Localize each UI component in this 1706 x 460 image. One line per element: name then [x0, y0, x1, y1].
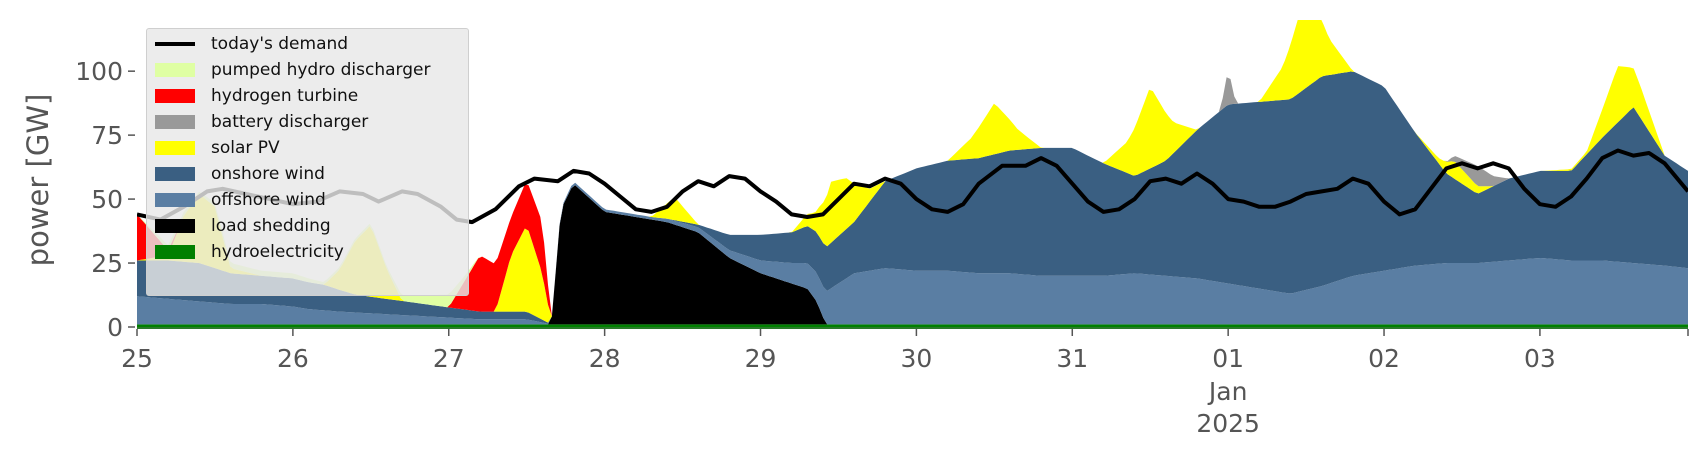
legend-swatch-pumped-hydro — [155, 63, 195, 77]
x-tick-label: 28 — [589, 344, 621, 373]
legend-label: solar PV — [211, 138, 280, 158]
x-tick-label: 03 — [1524, 344, 1556, 373]
legend-label: hydroelectricity — [211, 242, 344, 262]
legend-label: offshore wind — [211, 190, 326, 210]
x-tick-label: 26 — [277, 344, 309, 373]
y-tick-label: 25 — [91, 249, 123, 278]
y-tick-label: 0 — [107, 313, 123, 342]
y-axis-label: power [GW] — [21, 93, 55, 267]
legend-swatch-hydroelectricity — [155, 245, 195, 259]
legend-label: onshore wind — [211, 164, 325, 184]
x-tick-label: 02 — [1368, 344, 1400, 373]
legend-item-offshore: offshore wind — [155, 189, 326, 211]
legend-swatch-solar — [155, 141, 195, 155]
y-axis: 0 25 50 75 100 — [75, 57, 135, 342]
legend-swatch-battery — [155, 115, 195, 129]
x-tick-year-label: 2025 — [1196, 409, 1260, 438]
legend-item-pumped-hydro: pumped hydro discharger — [155, 59, 430, 81]
legend-label: load shedding — [211, 216, 331, 236]
legend-label: today's demand — [211, 34, 349, 54]
x-tick-label: 31 — [1056, 344, 1088, 373]
legend-swatch-hydrogen-turbine — [155, 89, 195, 103]
legend-item-demand: today's demand — [155, 33, 348, 55]
x-tick-label: 01 — [1212, 344, 1244, 373]
x-axis: 25 26 27 28 29 30 31 01 Jan 2025 02 03 — [121, 327, 1689, 438]
x-tick-label: 27 — [433, 344, 465, 373]
area-hydroelectricity — [137, 324, 1688, 327]
legend-swatch-load-shedding — [155, 219, 195, 233]
x-tick-label: 30 — [900, 344, 932, 373]
x-tick-label: 25 — [121, 344, 153, 373]
y-tick-label: 50 — [91, 185, 123, 214]
legend-swatch-onshore — [155, 167, 195, 181]
legend-item-hydrogen-turbine: hydrogen turbine — [155, 85, 358, 107]
area-offshore-wind — [137, 182, 1688, 325]
area-solar-pv — [137, 20, 1688, 323]
y-tick-label: 75 — [91, 121, 123, 150]
legend-label: hydrogen turbine — [211, 86, 359, 106]
legend-label: pumped hydro discharger — [211, 60, 431, 80]
legend-swatch-offshore — [155, 193, 195, 207]
legend-item-hydroelectricity: hydroelectricity — [155, 241, 344, 263]
legend-item-load-shedding: load shedding — [155, 215, 331, 237]
legend-label: battery discharger — [211, 112, 369, 132]
x-tick-sublabel: Jan — [1207, 377, 1248, 406]
legend-item-battery: battery discharger — [155, 111, 368, 133]
legend-swatch-demand — [155, 42, 195, 46]
x-tick-label: 29 — [745, 344, 777, 373]
legend-item-solar: solar PV — [155, 137, 280, 159]
chart-legend: today's demand pumped hydro discharger h… — [146, 28, 469, 296]
y-tick-label: 100 — [75, 57, 123, 86]
legend-item-onshore: onshore wind — [155, 163, 325, 185]
